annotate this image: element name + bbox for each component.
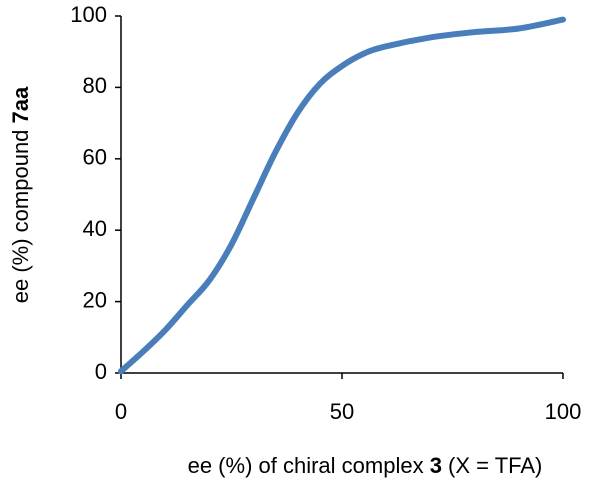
x-tick-label: 50 — [330, 399, 354, 424]
y-tick-label: 40 — [83, 216, 107, 241]
y-tick-label: 100 — [70, 2, 107, 27]
x-tick-label: 0 — [115, 399, 127, 424]
x-tick-label: 100 — [545, 399, 582, 424]
y-axis-label: ee (%) compound 7aa — [8, 86, 33, 303]
y-tick-label: 20 — [83, 287, 107, 312]
data-line — [118, 16, 566, 375]
y-tick-label: 60 — [83, 145, 107, 170]
label-part: 7aa — [8, 86, 33, 123]
label-part: ee (%) of chiral complex — [188, 453, 430, 478]
label-part: 3 — [430, 453, 442, 478]
label-part: ee (%) compound — [8, 123, 33, 303]
y-tick-label: 80 — [83, 73, 107, 98]
label-part: (X = TFA) — [442, 453, 542, 478]
y-tick-label: 0 — [95, 359, 107, 384]
x-axis-label: ee (%) of chiral complex 3 (X = TFA) — [188, 453, 543, 478]
